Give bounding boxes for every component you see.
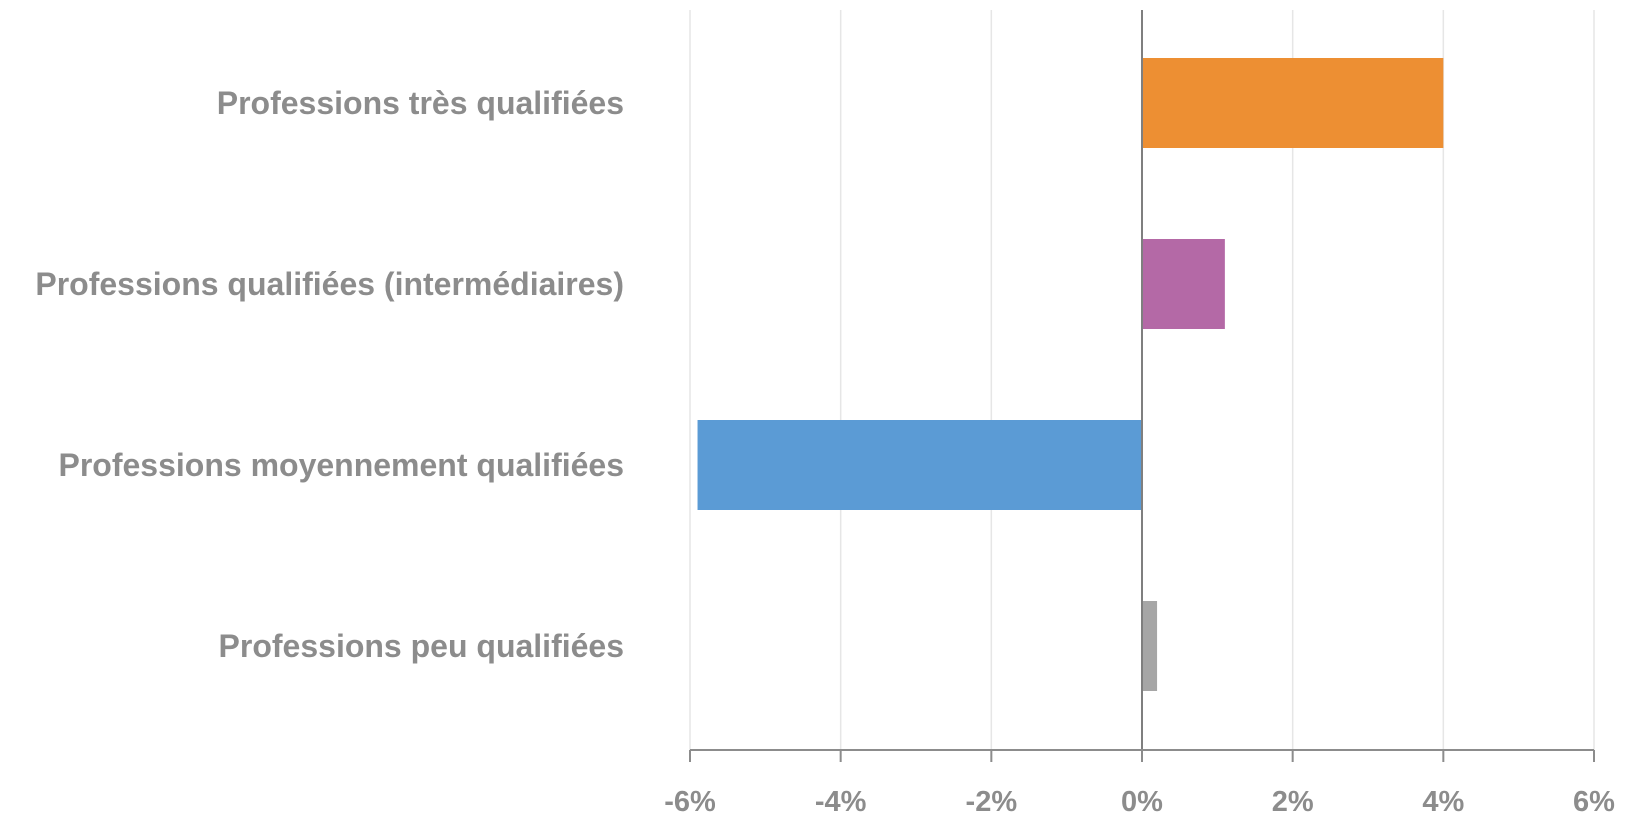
category-label: Professions peu qualifiées (219, 628, 624, 664)
axes (689, 10, 1595, 762)
category-label: Professions moyennement qualifiées (59, 447, 625, 483)
labels: -6% -4% -2% 0% 2% 4% 6% Professions très qualif… (35, 85, 1615, 818)
x-tick-label: 2% (1272, 786, 1314, 818)
x-tick-label: -6% (664, 786, 716, 818)
bar (1142, 601, 1158, 691)
x-tick-label: 0% (1121, 786, 1163, 818)
bar (1142, 239, 1225, 329)
x-tick-label: -4% (815, 786, 867, 818)
x-tick-label: -2% (966, 786, 1018, 818)
bar (697, 420, 1142, 510)
bar (1142, 58, 1444, 148)
x-tick-label: 6% (1573, 786, 1615, 818)
category-label: Professions très qualifiées (217, 85, 624, 121)
category-label: Professions qualifiées (intermédiaires) (35, 266, 624, 302)
x-tick-label: 4% (1422, 786, 1464, 818)
bars (697, 58, 1444, 691)
